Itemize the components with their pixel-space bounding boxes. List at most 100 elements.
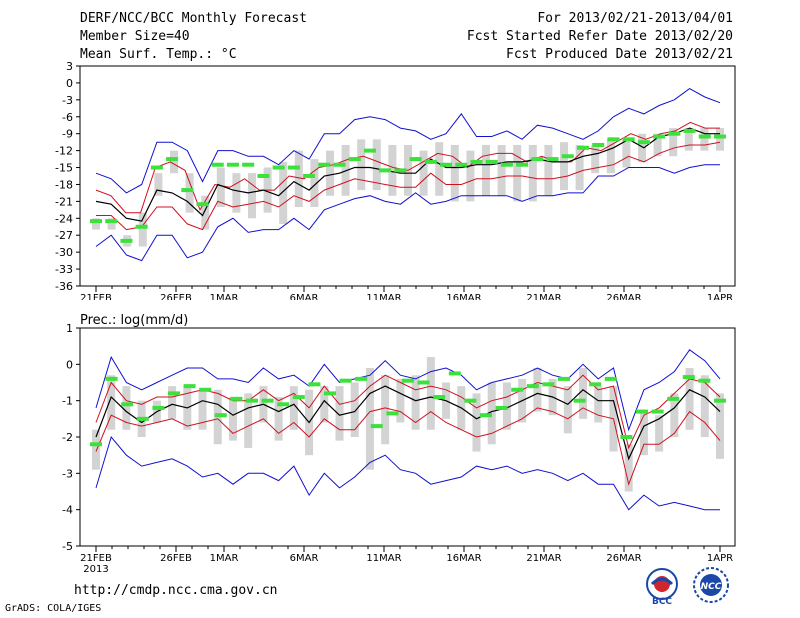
chart-frame <box>79 65 736 287</box>
model-marker <box>589 382 602 387</box>
model-marker <box>604 376 617 381</box>
spread-box <box>294 150 303 208</box>
spread-box <box>426 357 435 430</box>
spread-box <box>450 144 459 202</box>
model-marker <box>573 398 586 403</box>
y-tick-label: -36 <box>55 280 73 293</box>
forecast-produced-date: Fcst Produced Date 2013/02/21 <box>506 47 733 62</box>
model-marker <box>526 384 539 389</box>
min-line <box>95 164 720 262</box>
model-marker <box>90 219 102 224</box>
y-tick-label: -12 <box>55 145 73 158</box>
spread-box <box>472 393 481 452</box>
spread-box <box>638 133 646 162</box>
model-marker <box>500 162 513 167</box>
model-marker <box>682 375 695 380</box>
x-tick-label: 11MAR <box>366 553 401 564</box>
x-year-label: 2013 <box>83 564 108 575</box>
model-marker <box>622 137 635 142</box>
precipitation-chart: 1 0 -1 -2 -3 -4 -5 21FEB 26FEB 1MAR 6MAR 11MAR 16MAR… <box>62 313 736 575</box>
model-marker <box>592 142 605 147</box>
x-tick-label: 21MAR <box>526 553 561 564</box>
model-marker <box>246 398 258 403</box>
model-marker <box>370 424 383 429</box>
model-marker <box>181 188 194 193</box>
spread-box <box>482 144 490 196</box>
x-tick-label: 11MAR <box>366 293 401 300</box>
spread-box <box>685 367 694 430</box>
member-size-label: Member Size=40 <box>80 29 190 44</box>
model-marker <box>152 405 165 410</box>
model-marker <box>464 398 477 403</box>
model-marker <box>120 238 133 243</box>
model-marker <box>409 157 422 162</box>
model-marker <box>292 395 305 400</box>
spread-box <box>624 444 633 492</box>
model-marker <box>698 134 711 139</box>
model-marker <box>196 202 209 207</box>
x-tick-label: 1MAR <box>210 293 239 300</box>
model-marker <box>620 435 633 439</box>
grads-credit: GrADS: COLA/IGES <box>5 603 102 614</box>
model-marker <box>226 162 239 167</box>
spread-box <box>289 386 298 430</box>
spread-box <box>326 150 334 196</box>
spread-box <box>700 128 709 151</box>
ncc-logo: NCC <box>693 567 729 603</box>
spread-box <box>122 386 131 430</box>
model-marker <box>511 387 524 392</box>
model-marker <box>448 371 461 376</box>
model-marker <box>199 387 212 392</box>
model-marker <box>166 157 179 162</box>
spread-box <box>244 393 253 448</box>
spread-box <box>579 367 588 419</box>
model-marker <box>150 165 163 170</box>
spread-box <box>107 375 116 430</box>
spread-box <box>533 367 542 412</box>
spread-box <box>335 386 344 441</box>
model-marker <box>455 162 468 167</box>
spread-box <box>716 393 724 459</box>
variable-label: Mean Surf. Temp.: °C <box>80 47 237 62</box>
model-marker <box>402 378 414 383</box>
spread-box <box>528 144 537 202</box>
source-url[interactable]: http://cmdp.ncc.cma.gov.cn <box>74 583 278 598</box>
y-tick-label: -3 <box>62 94 73 107</box>
spread-box <box>168 386 177 419</box>
x-tick-label: 1APR <box>707 553 733 564</box>
model-marker <box>355 376 368 381</box>
spread-box <box>310 159 319 208</box>
spread-box <box>92 429 100 470</box>
x-tick-label: 21FEB <box>80 553 112 564</box>
model-marker <box>668 131 681 136</box>
model-marker <box>698 378 711 383</box>
model-marker <box>714 398 726 403</box>
y-tick-label: -1 <box>62 395 73 408</box>
bcc-logo-text: BCC <box>652 597 672 606</box>
model-marker <box>561 154 574 159</box>
model-marker <box>531 157 544 162</box>
x-tick-label: 26MAR <box>606 553 641 564</box>
spread-box <box>198 389 207 430</box>
y-tick-label: -30 <box>55 246 73 259</box>
spread-box <box>396 378 405 423</box>
model-marker <box>261 398 274 403</box>
x-tick-label: 16MAR <box>446 553 481 564</box>
spread-box <box>591 144 600 174</box>
min-line <box>95 435 720 511</box>
spread-box <box>279 161 288 224</box>
y-tick-label: -9 <box>62 128 73 141</box>
y-tick-label: 3 <box>66 60 73 73</box>
spread-box <box>513 144 522 202</box>
spread-box <box>497 144 506 196</box>
model-marker <box>433 395 446 400</box>
x-tick-label: 26FEB <box>160 293 192 300</box>
model-marker <box>542 382 555 387</box>
spread-box <box>107 218 116 230</box>
model-marker <box>417 380 430 385</box>
spread-box <box>669 128 678 157</box>
model-marker <box>135 224 148 229</box>
model-marker <box>379 168 392 173</box>
model-marker <box>105 376 118 381</box>
y-tick-label: 1 <box>66 322 73 335</box>
